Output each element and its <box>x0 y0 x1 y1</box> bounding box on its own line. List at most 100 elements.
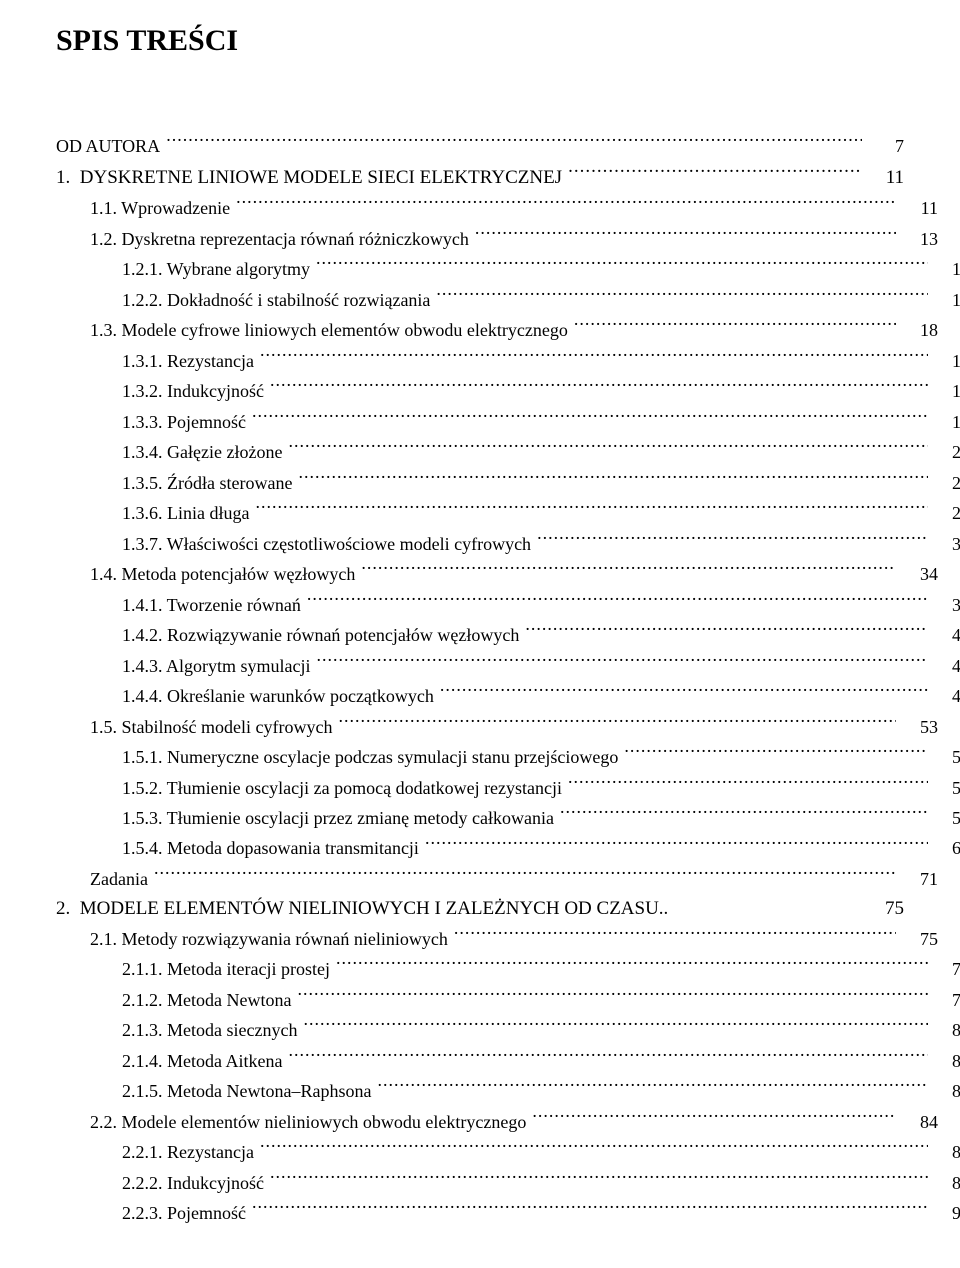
toc-page-number: 34 <box>934 592 960 620</box>
toc-page-number: 18 <box>934 378 960 406</box>
toc-row: 1.5.1. Numeryczne oscylacje podczas symu… <box>122 741 960 771</box>
toc-page-number: 75 <box>902 926 938 954</box>
toc-leader <box>475 223 896 245</box>
toc-page-number: 48 <box>934 683 960 711</box>
toc-leader <box>297 984 928 1006</box>
toc-title: SPIS TREŚCI <box>56 24 904 58</box>
toc-entry-label: 1.3.5. Źródła sterowane <box>122 470 292 498</box>
toc-leader <box>255 498 928 520</box>
toc-leader <box>574 315 896 337</box>
toc-entry-label: 2.1.3. Metoda siecznych <box>122 1017 297 1045</box>
toc-page-number: 85 <box>934 1139 960 1167</box>
toc-entry-label: 1.3.1. Rezystancja <box>122 348 254 376</box>
toc-row: 2.1. Metody rozwiązywania równań nielini… <box>90 923 938 953</box>
toc-entry-label: 1.3.4. Gałęzie złożone <box>122 439 282 467</box>
toc-entry-label: 1.3.2. Indukcyjność <box>122 378 264 406</box>
toc-entry-label: 1.1. Wprowadzenie <box>90 195 230 223</box>
toc-page-number: 24 <box>934 500 960 528</box>
toc-leader <box>307 589 928 611</box>
toc-row: 1.3. Modele cyfrowe liniowych elementów … <box>90 315 938 345</box>
toc-row: 1.3.7. Właściwości częstotliwościowe mod… <box>122 528 960 558</box>
toc-leader <box>316 254 928 276</box>
toc-entry-label: 1.5.3. Tłumienie oscylacji przez zmianę … <box>122 805 554 833</box>
toc-entry-label: 2.2.2. Indukcyjność <box>122 1170 264 1198</box>
toc-page-number: 65 <box>934 835 960 863</box>
toc-entry-label: 1.3. Modele cyfrowe liniowych elementów … <box>90 317 568 345</box>
toc-page-number: 53 <box>934 744 960 772</box>
toc-page-number: 7 <box>868 133 904 161</box>
toc-entry-label: 2.1.5. Metoda Newtona–Raphsona <box>122 1078 371 1106</box>
toc-list: OD AUTORA71. DYSKRETNE LINIOWE MODELE SI… <box>56 130 904 1228</box>
toc-row: 2.2.3. Pojemność96 <box>122 1198 960 1228</box>
toc-entry-label: 2.2.1. Rezystancja <box>122 1139 254 1167</box>
toc-page-number: 81 <box>934 1048 960 1076</box>
toc-page-number: 40 <box>934 622 960 650</box>
toc-leader <box>270 376 928 398</box>
toc-row: 1.3.2. Indukcyjność 18 <box>122 376 960 406</box>
toc-entry-label: 1.2.2. Dokładność i stabilność rozwiązan… <box>122 287 430 315</box>
toc-entry-label: 2.1.4. Metoda Aitkena <box>122 1048 282 1076</box>
toc-page-number: 18 <box>902 317 938 345</box>
toc-leader <box>425 833 928 855</box>
toc-leader <box>525 620 928 642</box>
toc-entry-label: 1.3.6. Linia długa <box>122 500 249 528</box>
toc-entry-label: 1.5. Stabilność modeli cyfrowych <box>90 714 332 742</box>
toc-entry-label: 1.4.4. Określanie warunków początkowych <box>122 683 434 711</box>
toc-page-number: 71 <box>902 866 938 894</box>
toc-entry-label: Zadania <box>90 866 148 894</box>
toc-page-number: 18 <box>934 348 960 376</box>
toc-leader <box>166 130 862 152</box>
toc-row: 1. DYSKRETNE LINIOWE MODELE SIECI ELEKTR… <box>56 160 904 192</box>
toc-row: 2.1.1. Metoda iteracji prostej76 <box>122 954 960 984</box>
toc-row: 1.4.2. Rozwiązywanie równań potencjałów … <box>122 620 960 650</box>
toc-page-number: 96 <box>934 1200 960 1228</box>
toc-row: 2.2.1. Rezystancja 85 <box>122 1137 960 1167</box>
toc-entry-label: 1.4. Metoda potencjałów węzłowych <box>90 561 355 589</box>
toc-leader <box>260 1137 928 1159</box>
toc-leader <box>361 559 896 581</box>
toc-page-number: 88 <box>934 1170 960 1198</box>
toc-row: 1.3.1. Rezystancja 18 <box>122 345 960 375</box>
toc-page-number: 53 <box>902 714 938 742</box>
toc-entry-label: 1.3.3. Pojemność <box>122 409 246 437</box>
toc-leader <box>532 1106 896 1128</box>
toc-row: 1.2.1. Wybrane algorytmy13 <box>122 254 960 284</box>
toc-leader <box>436 284 928 306</box>
toc-row: 2.2.2. Indukcyjność 88 <box>122 1167 960 1197</box>
toc-leader <box>288 1045 928 1067</box>
toc-row: 2.1.5. Metoda Newtona–Raphsona83 <box>122 1076 960 1106</box>
toc-page-number: 75 <box>868 894 904 923</box>
toc-page-number: 59 <box>934 805 960 833</box>
toc-entry-label: 1.5.4. Metoda dopasowania transmitancji <box>122 835 419 863</box>
page: SPIS TREŚCI OD AUTORA71. DYSKRETNE LINIO… <box>0 0 960 1268</box>
toc-leader <box>303 1015 928 1037</box>
toc-page-number: 80 <box>934 1017 960 1045</box>
toc-page-number: 11 <box>902 195 938 223</box>
toc-page-number: 13 <box>902 226 938 254</box>
toc-row: 1.1. Wprowadzenie 11 <box>90 193 938 223</box>
toc-leader <box>154 863 896 885</box>
toc-leader <box>298 467 928 489</box>
toc-leader <box>336 954 928 976</box>
toc-row: 2.1.2. Metoda Newtona78 <box>122 984 960 1014</box>
toc-entry-label: 1.4.1. Tworzenie równań <box>122 592 301 620</box>
toc-page-number: 76 <box>934 956 960 984</box>
toc-entry-label: 2.1. Metody rozwiązywania równań nielini… <box>90 926 448 954</box>
toc-leader <box>260 345 928 367</box>
toc-row: 1.5. Stabilność modeli cyfrowych 53 <box>90 711 938 741</box>
toc-entry-label: 1.5.2. Tłumienie oscylacji za pomocą dod… <box>122 775 562 803</box>
toc-leader <box>288 437 928 459</box>
toc-page-number: 13 <box>934 256 960 284</box>
toc-page-number: 23 <box>934 470 960 498</box>
toc-row: 1.3.4. Gałęzie złożone21 <box>122 437 960 467</box>
toc-page-number: 55 <box>934 775 960 803</box>
toc-entry-label: 2.1.2. Metoda Newtona <box>122 987 291 1015</box>
toc-page-number: 45 <box>934 653 960 681</box>
toc-leader <box>537 528 928 550</box>
toc-page-number: 34 <box>902 561 938 589</box>
toc-row: 2.1.4. Metoda Aitkena 81 <box>122 1045 960 1075</box>
toc-leader <box>338 711 896 733</box>
toc-row: 1.4.4. Określanie warunków początkowych 4… <box>122 680 960 710</box>
toc-leader <box>317 650 929 672</box>
toc-leader <box>560 802 928 824</box>
